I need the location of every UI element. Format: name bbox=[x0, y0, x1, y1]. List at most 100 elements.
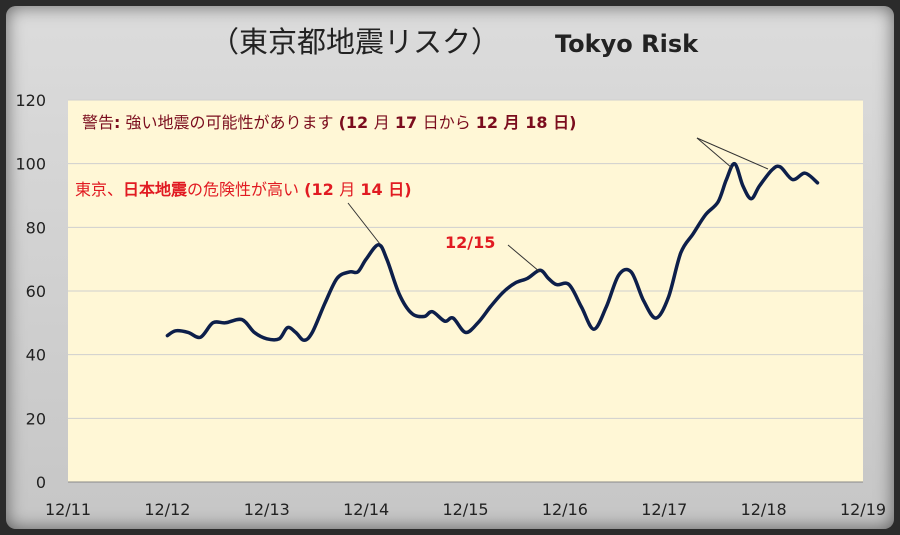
warning-mid: 日から bbox=[423, 113, 476, 132]
data-point bbox=[567, 283, 571, 286]
y-tick-label: 60 bbox=[26, 282, 46, 301]
data-point bbox=[704, 213, 707, 216]
data-point bbox=[348, 270, 351, 274]
data-point bbox=[253, 331, 256, 334]
warning-text: 強い地震の可能性があります bbox=[120, 113, 338, 132]
data-point bbox=[791, 178, 794, 181]
data-point bbox=[278, 337, 281, 340]
chart-title-en: Tokyo Risk bbox=[555, 30, 699, 58]
data-point bbox=[377, 243, 380, 246]
data-point bbox=[489, 305, 492, 309]
data-point bbox=[431, 310, 434, 313]
series-points bbox=[166, 162, 819, 342]
warning-month1: 月 bbox=[374, 113, 395, 132]
x-tick-label: 12/16 bbox=[542, 500, 588, 519]
data-point bbox=[555, 283, 558, 286]
data-point bbox=[422, 315, 426, 318]
data-point bbox=[398, 293, 401, 296]
x-tick-label: 12/19 bbox=[840, 500, 886, 519]
data-point bbox=[335, 277, 339, 280]
data-point bbox=[654, 316, 658, 320]
y-tick-label: 100 bbox=[15, 155, 46, 174]
warning-colon: : bbox=[114, 113, 120, 132]
callout-line-peak1 bbox=[696, 137, 733, 169]
data-point bbox=[186, 331, 190, 334]
data-point bbox=[265, 337, 268, 340]
callout-line-15 bbox=[507, 244, 541, 273]
x-tick-label: 12/13 bbox=[244, 500, 290, 519]
data-point bbox=[174, 329, 177, 332]
data-point bbox=[770, 168, 774, 172]
data-point bbox=[679, 251, 682, 254]
tokyo-t5: 月 bbox=[339, 180, 360, 199]
tokyo-t3: の危険性が高い bbox=[187, 180, 304, 199]
data-point bbox=[385, 258, 388, 261]
data-point bbox=[364, 258, 368, 261]
data-point bbox=[667, 296, 670, 299]
data-point bbox=[642, 299, 645, 302]
warning-day2: 18 bbox=[525, 113, 553, 132]
data-point bbox=[464, 331, 467, 334]
data-point bbox=[211, 321, 215, 324]
x-tick-label: 12/11 bbox=[45, 500, 91, 519]
data-point bbox=[725, 178, 728, 181]
data-point bbox=[741, 184, 745, 188]
tokyo-t4: (12 bbox=[304, 180, 339, 199]
tokyo-t1: 東京、 bbox=[75, 180, 123, 199]
warning-prefix: 警告 bbox=[82, 113, 114, 132]
warning-day1: 17 bbox=[395, 113, 423, 132]
data-point bbox=[476, 321, 480, 324]
chart-title-jp: （東京都地震リスク） bbox=[210, 25, 500, 59]
data-point bbox=[716, 200, 720, 204]
data-point bbox=[758, 184, 761, 188]
warning-period-open: (12 bbox=[339, 113, 374, 132]
data-point bbox=[240, 318, 244, 321]
data-point bbox=[526, 277, 529, 280]
data-point bbox=[410, 312, 413, 315]
y-tick-label: 40 bbox=[26, 346, 46, 365]
x-tick-label: 12/17 bbox=[641, 500, 687, 519]
x-tick-label: 12/12 bbox=[144, 500, 190, 519]
data-point bbox=[605, 305, 608, 309]
data-point bbox=[311, 331, 314, 334]
x-tick-label: 12/14 bbox=[343, 500, 389, 519]
tokyo-t2: 日本地震 bbox=[123, 180, 188, 199]
data-point bbox=[580, 305, 583, 309]
data-point bbox=[733, 162, 736, 165]
annotation-date-label: 12/15 bbox=[445, 233, 495, 252]
annotation-tokyo: 東京、日本地震の危険性が高い (12 月 14 日) bbox=[75, 180, 412, 199]
data-point bbox=[451, 316, 455, 320]
data-point bbox=[166, 334, 169, 337]
data-point bbox=[302, 339, 306, 342]
callout-line-14 bbox=[347, 202, 381, 245]
data-point bbox=[224, 321, 227, 324]
tokyo-t7: 日) bbox=[388, 180, 411, 199]
data-point bbox=[323, 302, 326, 305]
x-tick-label: 12/18 bbox=[741, 500, 787, 519]
data-point bbox=[779, 165, 782, 169]
y-tick-label: 80 bbox=[26, 218, 46, 237]
y-axis-ticks: 0 20 40 60 80 100 120 bbox=[15, 91, 46, 492]
warning-month2: 月 bbox=[503, 113, 526, 132]
callout-line-peak2 bbox=[696, 137, 769, 170]
data-point bbox=[803, 172, 807, 175]
data-point bbox=[356, 270, 359, 274]
y-tick-label: 0 bbox=[36, 473, 46, 492]
data-point bbox=[816, 181, 819, 184]
data-point bbox=[592, 328, 596, 331]
data-point bbox=[199, 336, 202, 339]
gridlines bbox=[68, 99, 863, 419]
y-tick-label: 20 bbox=[26, 409, 46, 428]
data-point bbox=[443, 320, 446, 323]
data-point bbox=[750, 197, 753, 200]
x-tick-label: 12/15 bbox=[442, 500, 488, 519]
warning-num2: 12 bbox=[476, 113, 504, 132]
tokyo-t6: 14 bbox=[360, 180, 388, 199]
y-tick-label: 120 bbox=[15, 91, 46, 110]
data-point bbox=[547, 277, 550, 280]
data-point bbox=[294, 331, 297, 334]
warning-end: 日) bbox=[553, 113, 576, 132]
data-point bbox=[514, 281, 517, 285]
data-point bbox=[692, 232, 695, 235]
data-point bbox=[629, 270, 633, 274]
